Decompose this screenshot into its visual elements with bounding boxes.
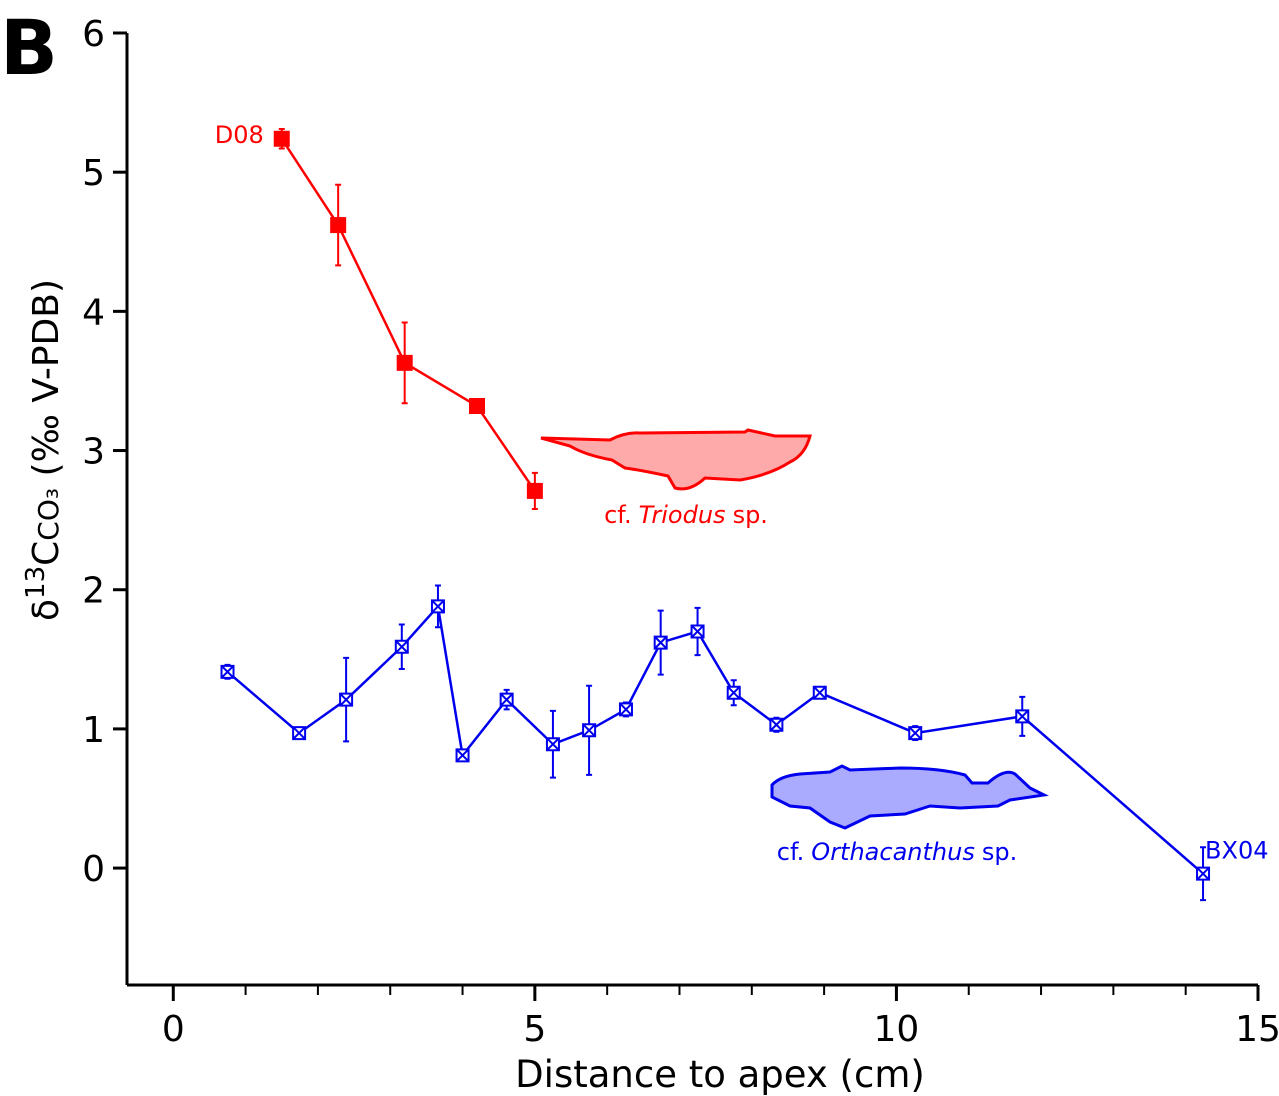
data-point	[330, 217, 347, 234]
data-point	[220, 664, 235, 679]
y-axis-title-part: 13	[21, 566, 51, 599]
data-point	[690, 624, 705, 639]
series-line	[280, 138, 536, 492]
y-tick-label: 5	[82, 153, 105, 194]
data-point	[499, 692, 514, 707]
species-prefix: cf.	[604, 501, 632, 529]
triodus-silhouette	[540, 428, 812, 491]
species-genus: Orthacanthus	[811, 838, 975, 866]
y-tick-label: 6	[82, 14, 105, 55]
data-point	[469, 398, 486, 415]
data-point	[582, 723, 597, 738]
data-point	[394, 639, 409, 654]
species-suffix: sp.	[982, 838, 1017, 866]
y-tick-label: 1	[82, 710, 105, 751]
y-axis-title-part: C	[26, 541, 67, 566]
data-point	[545, 737, 560, 752]
y-tick-label: 2	[82, 571, 105, 612]
data-point	[292, 726, 307, 741]
species-label: cf. Orthacanthus sp.	[777, 838, 1017, 866]
species-genus: Triodus	[639, 501, 726, 529]
data-point	[430, 599, 445, 614]
data-point	[273, 130, 290, 147]
data-point	[618, 702, 633, 717]
data-point	[908, 726, 923, 741]
x-tick-label: 15	[1235, 1009, 1279, 1050]
y-tick-label: 4	[82, 292, 105, 333]
data-point	[1196, 866, 1211, 881]
series-label: D08	[215, 121, 264, 149]
y-tick-label: 3	[82, 432, 105, 473]
panel-label: B	[0, 3, 58, 92]
y-axis-title: δ13CCO₃ (‰ V-PDB)	[21, 279, 67, 621]
orthacanthus-silhouette	[770, 764, 1049, 830]
data-point	[396, 354, 413, 371]
data-point	[1015, 709, 1030, 724]
y-tick-label: 0	[82, 849, 105, 890]
species-label: cf. Triodus sp.	[604, 501, 768, 529]
data-point	[726, 685, 741, 700]
data-point	[526, 482, 543, 499]
y-axis-title-part: CO₃	[32, 488, 65, 541]
y-axis-title-part: (‰ V-PDB)	[26, 279, 67, 488]
x-tick-label: 5	[523, 1009, 546, 1050]
series-label: BX04	[1205, 837, 1268, 865]
data-point	[455, 748, 470, 763]
data-point	[812, 685, 827, 700]
species-prefix: cf.	[777, 838, 805, 866]
x-tick-label: 0	[162, 1009, 185, 1050]
y-axis-title-part: δ	[26, 599, 67, 621]
series-line	[226, 603, 1204, 875]
data-point	[653, 635, 668, 650]
x-tick-label: 10	[874, 1009, 920, 1050]
data-point	[769, 717, 784, 732]
x-axis-title: Distance to apex (cm)	[515, 1053, 925, 1096]
data-point	[339, 692, 354, 707]
species-suffix: sp.	[733, 501, 768, 529]
